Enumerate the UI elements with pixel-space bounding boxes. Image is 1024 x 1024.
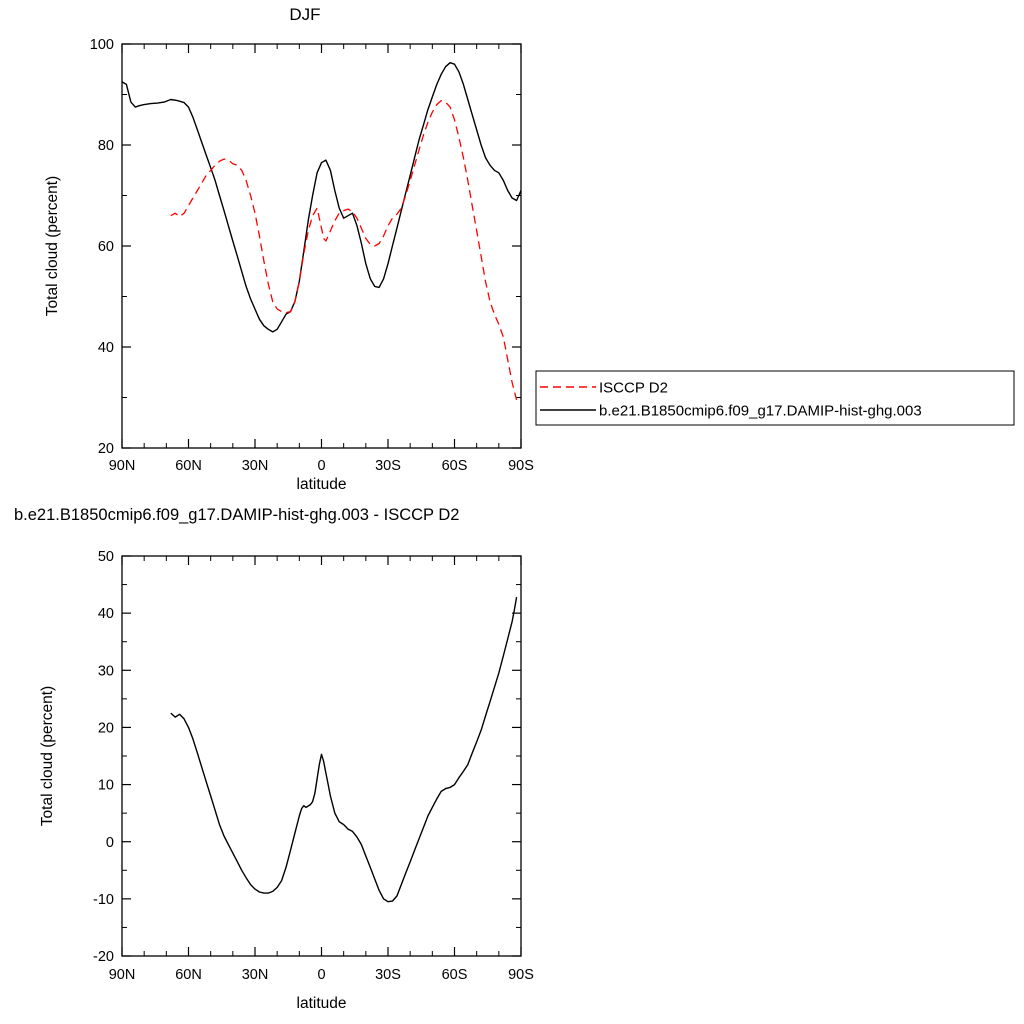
legend-entry-label: b.e21.B1850cmip6.f09_g17.DAMIP-hist-ghg.… bbox=[599, 402, 922, 419]
series-line-b-e21-b1850cmip6-f09-g17-damip-hist-ghg-003 bbox=[121, 62, 522, 333]
y-tick-label: 80 bbox=[98, 138, 114, 154]
x-tick-label: 90N bbox=[109, 458, 136, 474]
x-tick-label: 30N bbox=[242, 458, 269, 474]
model-minus-isccp-difference-chart: 90N 60N 30N 0 30S 60S 90S -20 -10 0 10 20 30 40 50 b.e2… bbox=[14, 506, 534, 1012]
x-tick-label: 30S bbox=[375, 967, 401, 983]
plot-frame bbox=[121, 43, 522, 449]
x-tick-label: 0 bbox=[317, 967, 325, 983]
y-tick-label: 50 bbox=[98, 549, 114, 565]
legend-box bbox=[535, 370, 1015, 426]
x-axis-label: latitude bbox=[297, 476, 347, 493]
x-tick-label: 60N bbox=[175, 458, 202, 474]
y-tick-label: 0 bbox=[106, 835, 114, 851]
y-tick-label: 20 bbox=[98, 721, 114, 737]
y-tick-label: 60 bbox=[98, 239, 114, 255]
x-tick-label: 0 bbox=[317, 458, 325, 474]
djf-total-cloud-chart: 90N 60N 30N 0 30S 60S 90S 20 40 60 80 100 DJF latitud… bbox=[44, 5, 1015, 493]
x-axis-label: latitude bbox=[297, 995, 347, 1012]
y-axis-label: Total cloud (percent) bbox=[44, 176, 61, 316]
x-tick-label: 60S bbox=[442, 967, 468, 983]
chart-title: b.e21.B1850cmip6.f09_g17.DAMIP-hist-ghg.… bbox=[14, 506, 459, 524]
x-tick-label: 60S bbox=[442, 458, 468, 474]
y-tick-label: 20 bbox=[98, 441, 114, 457]
x-tick-label: 30S bbox=[375, 458, 401, 474]
x-tick-label: 60N bbox=[175, 967, 202, 983]
y-tick-label: 10 bbox=[98, 778, 114, 794]
y-tick-label: -10 bbox=[93, 892, 114, 908]
legend-entry-label: ISCCP D2 bbox=[599, 379, 668, 396]
x-tick-label: 90S bbox=[508, 458, 534, 474]
y-tick-label: 30 bbox=[98, 663, 114, 679]
y-axis-label: Total cloud (percent) bbox=[39, 686, 56, 826]
y-tick-label: 40 bbox=[98, 606, 114, 622]
y-tick-label: 100 bbox=[90, 37, 114, 53]
x-tick-label: 30N bbox=[242, 967, 269, 983]
y-tick-label: 40 bbox=[98, 340, 114, 356]
series-line-isccp-d2 bbox=[170, 99, 518, 401]
chart-title: DJF bbox=[289, 5, 320, 24]
x-tick-label: 90S bbox=[508, 967, 534, 983]
x-tick-label: 90N bbox=[109, 967, 136, 983]
series-line-difference-model-isccp-d2- bbox=[170, 596, 518, 903]
y-tick-label: -20 bbox=[93, 949, 114, 965]
